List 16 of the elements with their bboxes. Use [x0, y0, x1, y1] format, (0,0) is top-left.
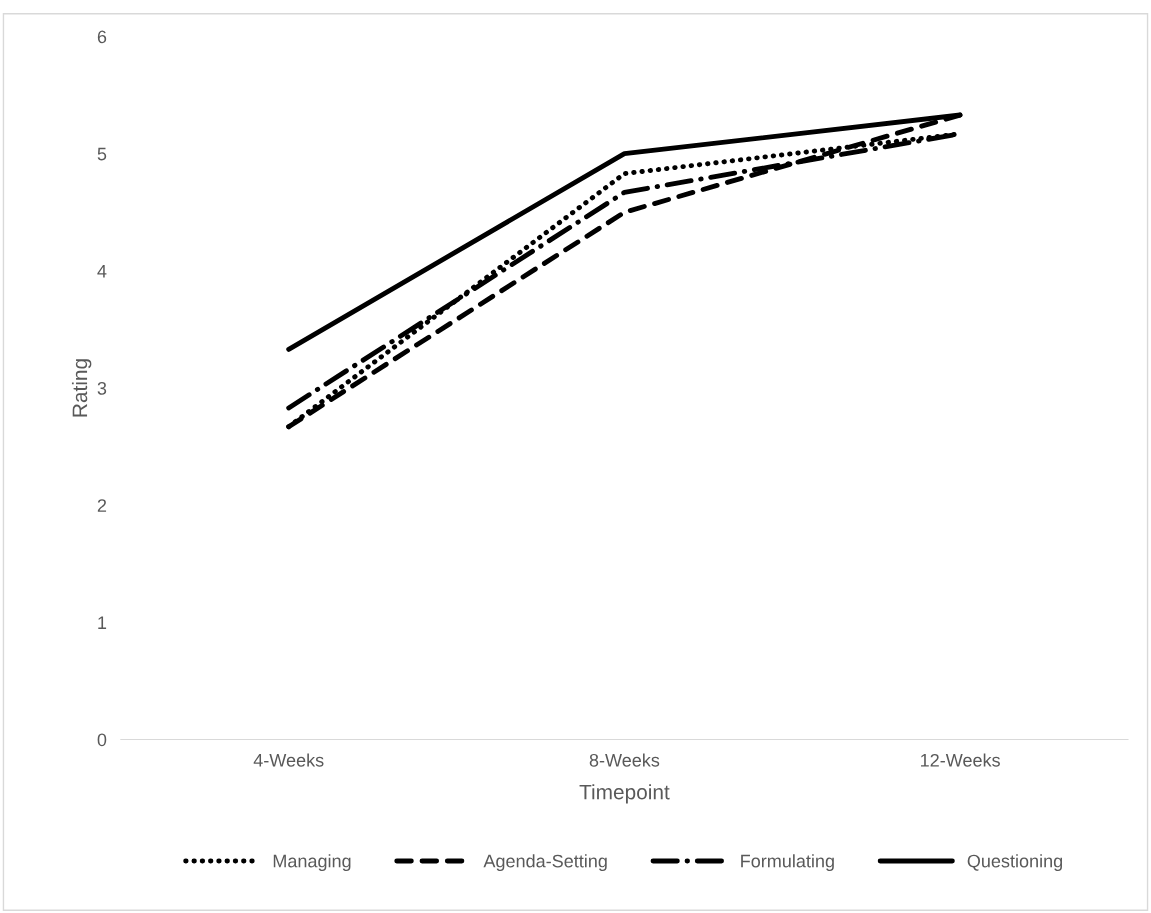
x-tick-label: 12-Weeks — [921, 753, 1000, 767]
y-tick-label: 1 — [98, 616, 107, 629]
x-axis-title: Timepoint — [579, 784, 670, 804]
y-tick-label: 6 — [97, 30, 107, 44]
x-tick-label: 8-Weeks — [589, 753, 660, 767]
y-axis-title: Rating — [71, 359, 92, 417]
y-tick-label: 5 — [97, 147, 107, 161]
y-tick-label: 0 — [97, 733, 107, 747]
legend-label: Formulating — [741, 854, 834, 872]
legend-label: Questioning — [967, 854, 1063, 872]
y-tick-label: 3 — [97, 381, 107, 395]
legend-label: Managing — [273, 854, 351, 872]
legend-label: Agenda-Setting — [483, 854, 607, 872]
y-tick-label: 2 — [97, 499, 107, 512]
y-tick-label: 4 — [97, 264, 107, 278]
x-tick-label: 4-Weeks — [253, 753, 324, 767]
